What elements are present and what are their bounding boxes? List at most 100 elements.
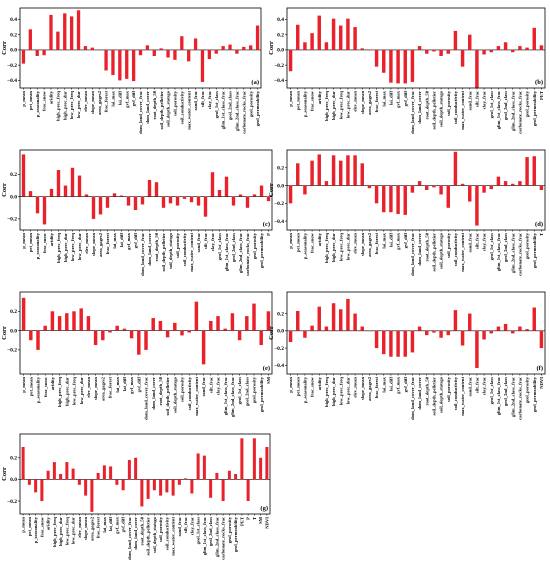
x-tick-label: area_gages2 xyxy=(100,376,105,401)
bar xyxy=(324,42,329,50)
x-tick-label: elev_mean xyxy=(84,233,89,254)
x-tick-label: low_prec_freq xyxy=(70,233,75,262)
x-tick-label: sand_frac xyxy=(467,233,472,252)
chart-panel-f: Corr −0.4 −0.2 0.0 0.2 p_mean pet_mean p_season… xyxy=(268,291,546,420)
bar xyxy=(460,183,465,186)
x-tick-label: lai_diff xyxy=(122,377,127,392)
y-tick-label: 0.4 xyxy=(10,17,17,23)
bar xyxy=(21,154,26,197)
bar xyxy=(221,46,225,50)
bar xyxy=(158,320,163,331)
x-tick-label: dom_land_cover_frac xyxy=(410,377,415,420)
bar xyxy=(207,49,212,60)
bar xyxy=(252,194,257,197)
x-tick-label: soil_conductivity xyxy=(453,376,458,410)
x-tick-label: glim_2nd_class_frac xyxy=(510,233,515,273)
x-tick-label: carbonate_rocks_frac xyxy=(221,517,226,560)
y-tick-label: −0.2 xyxy=(7,348,17,354)
x-tick-label: NDVI xyxy=(539,377,544,389)
bar xyxy=(532,27,536,50)
x-tick-label: clay_frac xyxy=(482,233,487,251)
bar xyxy=(432,330,436,333)
x-tick-label: high_prec_dur xyxy=(58,517,63,546)
bar xyxy=(165,330,170,338)
x-tick-label: silt_frac xyxy=(475,91,480,107)
x-tick-label: max_water_content xyxy=(171,517,176,556)
bar xyxy=(296,310,300,331)
bar xyxy=(417,181,422,186)
x-tick-label: dom_land_cover_frac xyxy=(138,91,143,134)
bar xyxy=(252,438,256,480)
bar xyxy=(403,49,407,84)
x-tick-label: area_gages2 xyxy=(367,90,372,115)
x-tick-label: p_seasonality xyxy=(303,90,308,117)
x-tick-label: high_prec_dur xyxy=(331,377,336,406)
x-tick-label: soil_porosity xyxy=(446,376,451,402)
x-tick-label: soil_porosity xyxy=(446,232,451,258)
x-tick-label: max_water_content xyxy=(189,233,194,272)
y-axis-label: Corr xyxy=(1,467,8,481)
x-tick-label: elev_mean xyxy=(353,91,358,112)
chart-panel-b: Corr −0.4 −0.2 0.0 0.2 0.4 p_mean pet_mean p_sea… xyxy=(268,7,546,134)
bar xyxy=(496,176,501,186)
x-tick-label: low_prec_dur xyxy=(77,233,82,260)
bar xyxy=(288,330,293,343)
bar xyxy=(76,10,81,50)
x-tick-label: geol_2nd_class xyxy=(244,377,249,406)
bar xyxy=(389,49,393,83)
bar xyxy=(245,316,249,331)
bar xyxy=(245,196,250,208)
x-tick-label: frac_forest xyxy=(374,91,379,113)
bar xyxy=(21,297,26,331)
x-tick-label: lai_max xyxy=(112,232,117,248)
bar xyxy=(310,160,314,186)
bar xyxy=(468,185,472,202)
x-tick-label: dom_land_cover xyxy=(147,233,152,266)
bar xyxy=(28,191,33,197)
bar xyxy=(159,48,163,50)
x-tick-label: frac_snow xyxy=(39,516,44,537)
x-tick-label: elev_mean xyxy=(86,377,91,398)
bar xyxy=(194,301,199,331)
bar xyxy=(49,188,54,197)
x-tick-label: frac_snow xyxy=(42,232,47,253)
bar xyxy=(324,326,329,331)
bar xyxy=(171,479,175,496)
x-tick-label: glim_2nd_class_frac xyxy=(238,233,243,273)
x-tick-label: slope_mean xyxy=(360,233,365,256)
y-tick-label: −0.4 xyxy=(274,219,284,225)
bar xyxy=(184,478,188,480)
bar xyxy=(331,18,336,50)
x-tick-label: soil_porosity xyxy=(158,516,163,542)
y-tick-label: −0.2 xyxy=(274,346,284,352)
bar xyxy=(303,42,307,50)
bar xyxy=(138,49,143,56)
x-tick-label: silt_frac xyxy=(200,91,205,107)
bar xyxy=(102,465,106,480)
x-tick-label: sand_frac xyxy=(467,377,472,396)
bar xyxy=(121,479,125,491)
x-tick-label: geol_1st_class xyxy=(489,91,494,119)
bar xyxy=(252,303,256,331)
x-tick-label: dom_land_cover_frac xyxy=(410,91,415,134)
x-tick-label: p_mean xyxy=(288,377,293,393)
x-tick-label: pet_mean xyxy=(28,233,33,253)
x-tick-label: glim_2nd_class_frac xyxy=(510,377,515,417)
bar xyxy=(475,49,479,88)
bar xyxy=(230,313,235,331)
y-axis-label: Corr xyxy=(1,183,8,197)
x-tick-label: lai_diff xyxy=(117,91,122,106)
x-tick-label: gvf_diff xyxy=(121,517,126,533)
plot-frame xyxy=(286,149,546,231)
x-tick-label: max_water_content xyxy=(460,233,465,272)
x-tick-label: glim_1st_class_frac xyxy=(496,377,501,415)
bar xyxy=(453,310,458,331)
x-tick-label: pet_mean xyxy=(295,377,300,397)
bar xyxy=(518,46,522,50)
bar xyxy=(339,25,343,50)
x-tick-label: soil_porosity xyxy=(175,232,180,258)
x-tick-label: dom_land_cover_frac xyxy=(127,517,132,560)
x-tick-label: area_gages2 xyxy=(367,376,372,401)
bar xyxy=(46,470,50,480)
x-tick-label: glim_2nd_class_frac xyxy=(510,91,515,131)
